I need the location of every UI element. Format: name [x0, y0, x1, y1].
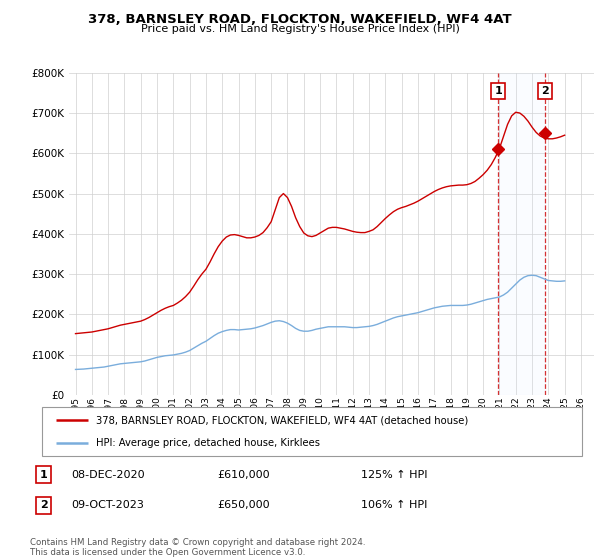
Text: 1: 1 [494, 86, 502, 96]
Bar [498, 73, 545, 395]
Text: This data is licensed under the Open Government Licence v3.0.: This data is licensed under the Open Gov… [30, 548, 305, 557]
Text: 2: 2 [541, 86, 548, 96]
Text: 2: 2 [40, 500, 47, 510]
Text: 378, BARNSLEY ROAD, FLOCKTON, WAKEFIELD, WF4 4AT (detached house): 378, BARNSLEY ROAD, FLOCKTON, WAKEFIELD,… [96, 416, 468, 426]
Text: 378, BARNSLEY ROAD, FLOCKTON, WAKEFIELD, WF4 4AT: 378, BARNSLEY ROAD, FLOCKTON, WAKEFIELD,… [88, 13, 512, 26]
Text: 125% ↑ HPI: 125% ↑ HPI [361, 470, 428, 480]
Text: HPI: Average price, detached house, Kirklees: HPI: Average price, detached house, Kirk… [96, 438, 320, 448]
FancyBboxPatch shape [42, 407, 582, 456]
Text: 08-DEC-2020: 08-DEC-2020 [71, 470, 145, 480]
Text: 09-OCT-2023: 09-OCT-2023 [71, 500, 144, 510]
Text: 106% ↑ HPI: 106% ↑ HPI [361, 500, 428, 510]
Text: £610,000: £610,000 [218, 470, 271, 480]
Text: Price paid vs. HM Land Registry's House Price Index (HPI): Price paid vs. HM Land Registry's House … [140, 24, 460, 34]
Text: 1: 1 [40, 470, 47, 480]
Text: £650,000: £650,000 [218, 500, 271, 510]
Text: Contains HM Land Registry data © Crown copyright and database right 2024.: Contains HM Land Registry data © Crown c… [30, 538, 365, 547]
